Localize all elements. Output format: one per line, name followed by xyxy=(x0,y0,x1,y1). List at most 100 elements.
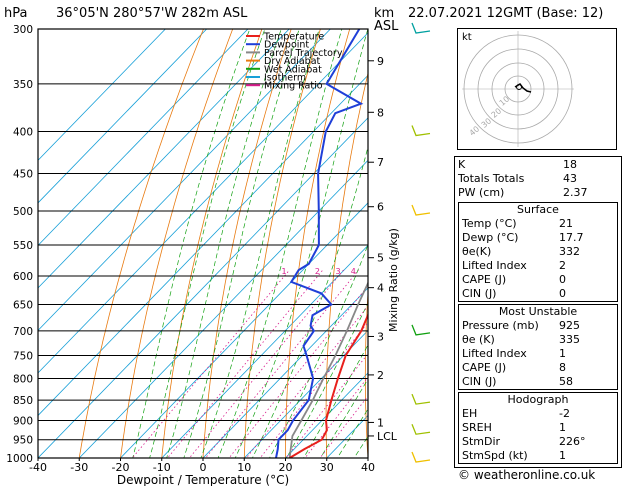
km-tick-label: 8 xyxy=(377,106,384,119)
km-tick-label: 2 xyxy=(377,369,384,382)
parcel-trajectory-line xyxy=(288,280,368,458)
mixing-ratio-label: 15 xyxy=(427,267,437,276)
sounding-datetime: 22.07.2021 12GMT (Base: 12) xyxy=(408,6,604,21)
temperature-tick-label: -20 xyxy=(112,461,130,474)
hpa-unit-label: hPa xyxy=(4,6,28,21)
wet-adiabat-line xyxy=(319,378,368,458)
wet-adiabat-line xyxy=(200,29,320,458)
hodograph-section: Hodograph EH -2 SREH 1 StmDir 226° StmSpd (… xyxy=(458,392,618,464)
x-axis-title: Dewpoint / Temperature (°C) xyxy=(117,473,289,486)
isotherm-line xyxy=(38,117,368,458)
wind-barb xyxy=(411,393,431,405)
pressure-tick-label: 350 xyxy=(13,79,33,91)
dry-adiabat-line xyxy=(120,29,234,458)
legend-label: Dewpoint xyxy=(264,40,309,51)
mixing-ratio-line xyxy=(188,269,344,458)
most-unstable-section: Most Unstable Pressure (mb) 925 θe (K) 335… xyxy=(458,304,618,390)
temperature-tick-label: 10 xyxy=(237,461,251,474)
most-unstable-row: CAPE (J) 8 xyxy=(462,361,566,374)
most-unstable-row: Pressure (mb) 925 xyxy=(462,319,580,332)
km-tick-label: 6 xyxy=(377,201,384,214)
hodograph-row: StmDir 226° xyxy=(462,435,586,448)
mixing-ratio-line xyxy=(204,269,359,458)
mixing-ratio-line xyxy=(285,353,368,458)
legend-label: Temperature xyxy=(263,32,324,43)
surface-row: Dewp (°C) 17.7 xyxy=(462,231,584,244)
mixing-ratio-line xyxy=(259,321,368,458)
temperature-tick-label: 40 xyxy=(361,461,375,474)
wind-barb xyxy=(411,125,431,137)
most-unstable-row: CIN (J) 58 xyxy=(462,375,573,388)
wet-adiabat-line xyxy=(286,302,368,458)
mixing-ratio-line xyxy=(245,305,368,458)
km-tick-label: 5 xyxy=(377,252,384,265)
km-tick-label: 9 xyxy=(377,55,384,68)
pressure-tick-label: 900 xyxy=(13,415,33,427)
isotherm-line xyxy=(243,329,368,458)
storm-motion-marker xyxy=(516,84,522,90)
mixing-ratio-label: 1 xyxy=(281,267,286,276)
most-unstable-title: Most Unstable xyxy=(498,305,578,318)
surface-row: CIN (J) 0 xyxy=(462,287,566,300)
km-tick-label: 7 xyxy=(377,156,384,169)
plot-area: 1 2 3 4 6 8 10 15 20 25 xyxy=(38,29,437,458)
legend-label: Isotherm xyxy=(264,73,306,84)
index-row: Totals Totals 43 xyxy=(458,172,577,185)
pressure-tick-label: 400 xyxy=(13,127,33,139)
surface-title: Surface xyxy=(517,203,559,216)
dry-adiabat-line xyxy=(78,29,204,458)
mixing-ratio-label: 10 xyxy=(402,267,412,276)
isotherm-line xyxy=(38,29,249,246)
wet-adiabat-line xyxy=(149,29,266,458)
isotherm-line xyxy=(161,244,368,458)
mixing-ratio-line xyxy=(228,285,368,458)
most-unstable-row: Lifted Index 1 xyxy=(462,347,566,360)
wind-barb xyxy=(411,204,431,216)
km-tick-label: 4 xyxy=(377,282,384,295)
wet-adiabat-line xyxy=(336,408,368,458)
hodograph-ring-label: 10 xyxy=(498,94,512,107)
isotherm-line xyxy=(202,287,368,458)
mixing-ratio-label: 6 xyxy=(373,267,378,276)
temperature-tick-label: -30 xyxy=(70,461,88,474)
hodograph-panel: kt 10 20 30 40 xyxy=(457,28,617,150)
hodograph-title: Hodograph xyxy=(507,393,569,406)
mixing-ratio-line xyxy=(167,269,324,458)
wet-adiabat-line xyxy=(166,29,282,458)
wind-barb xyxy=(411,324,431,336)
temperature-tick-label: 0 xyxy=(200,461,207,474)
dry-adiabat-line xyxy=(285,29,351,458)
isotherm-line xyxy=(38,29,166,161)
surface-row: Lifted Index 2 xyxy=(462,259,566,272)
dewpoint-line xyxy=(275,29,364,458)
pressure-tick-label: 750 xyxy=(13,350,33,362)
pressure-tick-label: 850 xyxy=(13,395,33,407)
isotherm-line xyxy=(38,29,331,332)
pressure-tick-label: 550 xyxy=(13,240,33,252)
hodograph-row: SREH 1 xyxy=(462,421,566,434)
pressure-tick-label: 1000 xyxy=(6,453,33,465)
isotherm-line xyxy=(78,159,368,458)
km-tick-label: LCL xyxy=(377,430,398,443)
surface-section: Surface Temp (°C) 21 Dewp (°C) 17.7 θe(K) 3… xyxy=(458,202,618,302)
wet-adiabat-line xyxy=(132,29,251,458)
legend-label: Dry Adiabat xyxy=(264,56,321,67)
temperature-tick-label: -40 xyxy=(29,461,47,474)
pressure-tick-label: 450 xyxy=(13,168,33,180)
wet-adiabat-line xyxy=(217,29,343,458)
temperature-tick-label: 20 xyxy=(279,461,293,474)
dry-adiabat-line xyxy=(202,29,292,458)
isotherm-line xyxy=(38,74,368,417)
km-tick-label: 1 xyxy=(377,416,384,429)
dry-adiabat-line xyxy=(161,29,263,458)
surface-row: θe(K) 332 xyxy=(462,245,580,258)
pressure-tick-label: 650 xyxy=(13,300,33,312)
wet-adiabat-line xyxy=(269,243,368,458)
legend-label: Mixing Ratio xyxy=(264,81,323,92)
isotherm-line xyxy=(284,372,368,458)
surface-row: CAPE (J) 0 xyxy=(462,273,566,286)
wind-barb xyxy=(411,423,431,435)
surface-row: Temp (°C) 21 xyxy=(462,217,573,230)
